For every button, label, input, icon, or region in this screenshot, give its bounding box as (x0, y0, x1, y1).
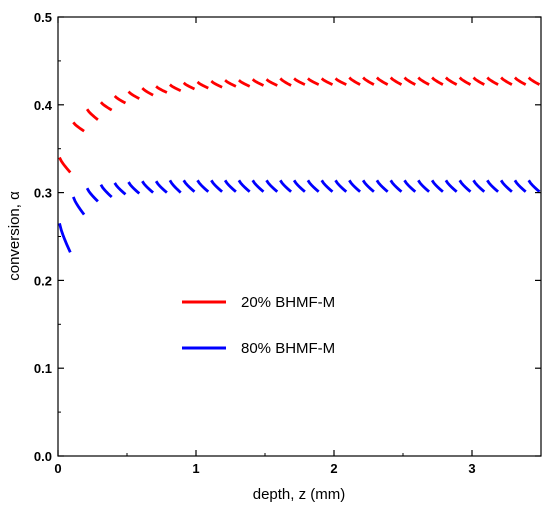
series-1-segment-32 (499, 179, 513, 193)
series-0-segment-26 (417, 76, 430, 86)
series-0-segment-31 (486, 76, 499, 86)
series-1-segment-13 (237, 179, 251, 193)
series-1-segment-7 (154, 180, 168, 194)
x-tick-label-2: 2 (330, 461, 337, 476)
series-1-segment-15 (265, 179, 279, 193)
series-1-segment-9 (182, 179, 196, 193)
series-1-segment-22 (361, 179, 375, 193)
series-1-segment-18 (306, 179, 320, 193)
series-1-segment-26 (417, 179, 431, 193)
legend-entry-80: 80% BHMF-M (182, 340, 335, 357)
series-0-segment-32 (500, 76, 513, 86)
series-1-segment-16 (279, 179, 293, 193)
series-0-segment-21 (348, 76, 361, 86)
y-tick-label-0: 0.0 (34, 449, 52, 464)
legend-label-80: 80% BHMF-M (241, 340, 335, 357)
y-tick-label-4: 0.4 (34, 98, 53, 113)
x-tick-label-0: 0 (54, 461, 61, 476)
series-layer (58, 76, 541, 253)
series-1-segment-17 (292, 179, 306, 193)
series-0-segment-11 (210, 80, 223, 89)
series-0-segment-33 (513, 76, 527, 86)
y-axis-label: conversion, α (6, 191, 23, 281)
series-1-segment-0 (58, 222, 72, 253)
series-0-segment-25 (403, 76, 416, 86)
series-1-segment-33 (513, 179, 527, 193)
series-1-segment-10 (196, 179, 210, 193)
axis-tick-labels: 0 1 2 3 0.0 0.1 0.2 0.3 0.4 0.5 (34, 10, 476, 476)
series-0-segment-0 (58, 156, 72, 174)
y-tick-label-2: 0.2 (34, 273, 52, 288)
series-0-segment-23 (375, 76, 389, 86)
series-0-segment-34 (527, 76, 541, 86)
series-0-segment-5 (127, 90, 140, 100)
series-1-segment-30 (472, 179, 486, 193)
series-1-segment-11 (210, 179, 224, 193)
series-0-segment-3 (99, 101, 113, 112)
series-1-segment-19 (320, 179, 334, 193)
series-1-segment-2 (85, 187, 99, 203)
series-0-segment-4 (113, 94, 127, 105)
series-1-segment-8 (168, 179, 182, 194)
series-1-segment-5 (127, 181, 141, 195)
y-tick-label-3: 0.3 (34, 186, 52, 201)
series-0-segment-14 (251, 78, 265, 87)
series-0-segment-10 (196, 80, 209, 90)
series-0-segment-29 (458, 76, 472, 86)
series-0-segment-20 (334, 77, 347, 86)
series-0-segment-13 (238, 79, 251, 88)
series-0-segment-30 (472, 76, 485, 86)
axis-ticks (57, 16, 541, 457)
series-0-segment-12 (224, 79, 237, 88)
series-0-segment-8 (169, 83, 182, 93)
series-0-segment-17 (293, 77, 306, 86)
legend: 20% BHMF-M 80% BHMF-M (182, 294, 335, 357)
series-1-segment-25 (403, 179, 417, 193)
series-1-segment-23 (375, 179, 389, 193)
x-axis-label: depth, z (mm) (253, 486, 346, 503)
y-tick-label-5: 0.5 (34, 10, 52, 25)
series-0-segment-1 (72, 121, 85, 133)
series-1-segment-24 (389, 179, 403, 193)
x-tick-label-1: 1 (192, 461, 199, 476)
series-0-segment-6 (141, 87, 154, 97)
series-0-segment-2 (85, 108, 99, 121)
series-1-segment-20 (334, 179, 348, 193)
series-1-segment-29 (458, 179, 472, 193)
series-0-segment-19 (320, 77, 334, 86)
series-1-segment-3 (99, 183, 113, 199)
y-tick-label-1: 0.1 (34, 361, 52, 376)
series-1-segment-28 (444, 179, 458, 193)
series-1-segment-21 (348, 179, 362, 193)
x-tick-label-3: 3 (468, 461, 475, 476)
series-1-segment-12 (223, 179, 237, 193)
series-1-segment-6 (141, 180, 155, 194)
series-0-segment-22 (362, 76, 375, 86)
series-0-segment-7 (155, 85, 168, 94)
series-1-segment-4 (113, 182, 127, 196)
series-0-segment-27 (431, 76, 444, 86)
legend-entry-20: 20% BHMF-M (182, 294, 335, 311)
series-1-segment-27 (430, 179, 444, 193)
series-0-segment-18 (307, 77, 320, 86)
series-0-segment-15 (265, 78, 278, 87)
series-0-segment-16 (279, 77, 292, 87)
series-0-segment-9 (182, 81, 196, 91)
legend-label-20: 20% BHMF-M (241, 294, 335, 311)
series-0-segment-28 (444, 76, 458, 86)
series-1-segment-1 (72, 196, 86, 216)
series-1-segment-31 (486, 179, 500, 193)
series-1-segment-34 (527, 179, 541, 193)
series-1-segment-14 (251, 179, 265, 193)
series-0-segment-24 (389, 76, 403, 86)
